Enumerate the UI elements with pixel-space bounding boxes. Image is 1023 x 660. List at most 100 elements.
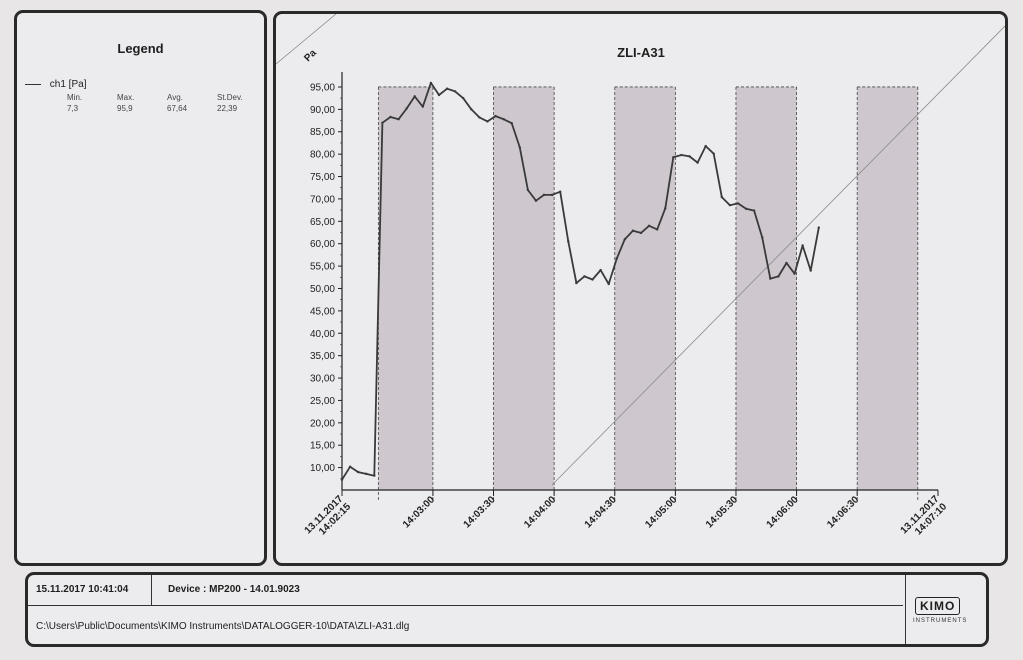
legend-title: Legend: [117, 41, 164, 56]
data-point-30: [583, 275, 586, 278]
data-point-56: [793, 272, 796, 275]
data-point-16: [470, 108, 473, 111]
data-point-32: [599, 268, 602, 272]
x-axis-ticks: 13.11.201714:02:15 14:03:00 14:03:30 14:04:…: [303, 490, 950, 544]
x-tick-label-8: 14:06:30: [825, 494, 861, 530]
footer-info-row: 15.11.2017 10:41:04 Device : MP200 - 14.…: [28, 575, 903, 606]
shaded-interval-3: [735, 86, 797, 491]
data-point-59: [817, 226, 820, 229]
data-point-49: [736, 202, 740, 205]
decorative-diagonal: [551, 25, 1005, 486]
stat-min-value: 7,3: [67, 104, 79, 113]
data-point-1: [348, 465, 352, 468]
legend-line-swatch: [25, 83, 41, 85]
x-tick-label-6: 14:05:30: [704, 494, 740, 530]
data-point-17: [478, 116, 481, 119]
data-point-2: [356, 470, 360, 474]
data-point-47: [720, 195, 724, 199]
chart-canvas: 10,00 15,00 20,00 25,00 30,00 35,00 40,00 45,00…: [276, 14, 1005, 544]
data-point-50: [744, 207, 748, 210]
footer-file-path: C:\Users\Public\Documents\KIMO Instrumen…: [36, 621, 410, 632]
footer-logo-box: KIMO INSTRUMENTS: [905, 575, 986, 644]
data-point-38: [647, 224, 651, 227]
y-tick-label-10: 60,00: [310, 239, 335, 250]
kimo-logo: KIMO: [915, 597, 961, 615]
series-line-ch1: [341, 82, 820, 481]
y-tick-label-8: 50,00: [310, 284, 335, 295]
stat-max: Max. 95,9: [117, 93, 177, 113]
data-point-28: [567, 240, 570, 243]
data-point-48: [728, 203, 732, 207]
stat-stdev: St.Dev. 22,39: [217, 93, 277, 113]
data-point-41: [672, 156, 675, 159]
y-tick-label-11: 65,00: [310, 217, 335, 228]
data-point-10: [421, 105, 425, 108]
data-point-19: [494, 114, 497, 118]
shaded-intervals: [377, 86, 919, 502]
stat-min-label: Min.: [67, 93, 83, 102]
data-point-51: [752, 209, 756, 212]
data-point-40: [664, 207, 667, 210]
data-point-31: [591, 278, 594, 281]
stat-avg: Avg. 67,64: [167, 93, 227, 113]
data-point-24: [534, 199, 538, 202]
y-axis-unit: Pa: [302, 47, 319, 64]
shaded-interval-1: [493, 86, 555, 491]
y-axis-ticks: 10,00 15,00 20,00 25,00 30,00 35,00 40,00 45,00…: [310, 82, 342, 480]
data-point-45: [704, 144, 707, 148]
legend-series-label: ch1 [Pa]: [49, 79, 87, 90]
data-point-13: [445, 87, 449, 90]
shaded-interval-2: [614, 86, 676, 491]
y-tick-label-3: 25,00: [310, 396, 335, 407]
x-tick-label-9: 13.11.201714:07:10: [899, 493, 950, 544]
x-tick-label-5: 14:05:00: [643, 494, 679, 530]
data-point-11: [429, 81, 433, 85]
stat-max-value: 95,9: [117, 104, 133, 113]
y-tick-label-14: 80,00: [310, 150, 335, 161]
y-tick-label-2: 20,00: [310, 418, 335, 429]
footer-device: Device : MP200 - 14.01.9023: [168, 584, 300, 595]
data-point-15: [462, 96, 465, 100]
x-tick-label-4: 14:04:30: [583, 494, 619, 530]
y-tick-label-7: 45,00: [310, 306, 335, 317]
stat-max-label: Max.: [117, 93, 135, 102]
data-point-4: [373, 474, 376, 477]
series-points: [340, 81, 820, 481]
data-point-27: [558, 190, 562, 193]
chart-panel: 10,00 15,00 20,00 25,00 30,00 35,00 40,00 45,00…: [273, 11, 1008, 566]
data-point-26: [550, 193, 554, 197]
data-point-5: [381, 121, 384, 124]
chart-title: ZLI-A31: [617, 45, 665, 60]
kimo-logo-subtitle: INSTRUMENTS: [913, 618, 968, 624]
data-point-43: [688, 155, 691, 158]
data-point-55: [785, 261, 788, 265]
data-point-44: [696, 161, 699, 164]
data-point-36: [631, 229, 635, 232]
data-point-46: [712, 152, 715, 155]
x-tick-label-7: 14:06:00: [765, 494, 801, 530]
legend-series-entry[interactable]: ch1 [Pa]: [25, 79, 86, 90]
stat-avg-value: 67,64: [167, 104, 188, 113]
data-point-6: [389, 115, 392, 119]
shaded-interval-4: [857, 86, 918, 491]
data-point-25: [542, 193, 546, 197]
data-point-37: [639, 231, 643, 235]
y-tick-label-6: 40,00: [310, 329, 335, 340]
footer-panel: 15.11.2017 10:41:04 Device : MP200 - 14.…: [25, 572, 989, 647]
data-point-39: [655, 228, 659, 231]
decorative-diagonal-top: [276, 14, 337, 65]
y-tick-label-13: 75,00: [310, 172, 335, 183]
y-tick-label-15: 85,00: [310, 127, 335, 138]
x-tick-label-1: 14:03:00: [401, 494, 437, 530]
x-tick-label-3: 14:04:00: [522, 494, 558, 530]
data-point-18: [486, 120, 489, 123]
y-tick-label-9: 55,00: [310, 262, 335, 273]
stat-stdev-label: St.Dev.: [217, 93, 243, 102]
y-tick-label-16: 90,00: [310, 105, 335, 116]
data-point-57: [801, 244, 804, 247]
data-point-12: [437, 93, 441, 97]
data-point-35: [623, 238, 627, 241]
data-point-33: [607, 282, 610, 286]
data-point-54: [777, 275, 780, 278]
data-point-22: [518, 146, 521, 149]
